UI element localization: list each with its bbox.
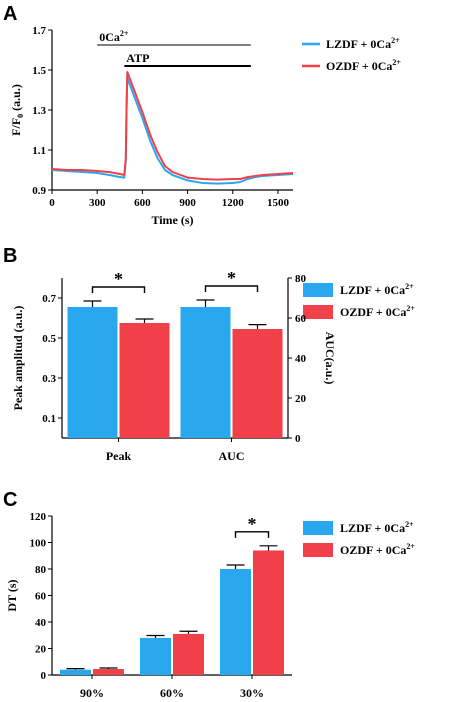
c-bar (140, 637, 171, 675)
c-y-tick-label: 20 (35, 644, 47, 656)
b-legend-label: LZDF + 0Ca2+ (340, 282, 414, 297)
a-y-tick-label: 1.3 (32, 105, 46, 117)
a-y-tick-label: 1.1 (32, 145, 46, 157)
b-significance-star: * (114, 269, 123, 289)
c-legend-swatch (303, 521, 333, 535)
b-significance-star: * (227, 268, 236, 288)
b-y-tick-label: 0.7 (42, 293, 56, 305)
a-annotation-label: 0Ca2+ (99, 29, 129, 44)
c-category-label: 90% (80, 686, 104, 700)
a-x-tick-label: 1200 (222, 197, 245, 209)
a-y-axis-label: F/F0 (a.u.) (9, 84, 25, 136)
b-significance-bracket (91, 286, 146, 293)
a-x-axis-label: Time (s) (151, 213, 193, 227)
b-right-y-tick-label: 80 (295, 273, 307, 285)
a-x-tick-label: 1500 (267, 197, 290, 209)
a-legend-label: OZDF + 0Ca2+ (326, 58, 401, 73)
b-y-tick-label: 0.1 (42, 413, 56, 425)
c-bar (173, 633, 204, 675)
c-bar (253, 550, 284, 675)
b-bar (180, 307, 231, 438)
c-bar (220, 569, 251, 675)
b-category-label: AUC (219, 449, 245, 463)
c-y-axis-label: DT (s) (5, 579, 19, 611)
a-x-tick-label: 0 (49, 197, 55, 209)
panel-letter-b: B (3, 245, 17, 267)
a-y-tick-label: 1.5 (32, 65, 46, 77)
b-legend-swatch (303, 305, 333, 319)
a-y-tick-label: 0.9 (32, 185, 46, 197)
b-bar (232, 329, 283, 438)
b-category-label: Peak (106, 449, 132, 463)
panel-a-line-chart: 0.9 1.1 1.3 1.5 1.7 0 300 600 900 1200 1500 Time (s… (9, 25, 401, 227)
b-right-y-axis-label: AUC(a.u.) (323, 332, 337, 385)
b-left-y-axis-label: Peak amplitud (a.u.) (11, 306, 25, 411)
c-significance-star: * (248, 514, 257, 534)
b-bar (67, 307, 118, 438)
panel-c-bar-chart: 0 20 40 60 80 100 120 90% 60% 30% * LZDF + 0Ca2+ OZD… (5, 511, 415, 700)
b-right-y-tick-label: 20 (295, 393, 307, 405)
b-significance-bracket (204, 285, 259, 292)
panel-letter-c: C (3, 489, 17, 511)
panel-letter-a: A (3, 3, 17, 25)
b-right-y-tick-label: 40 (295, 353, 307, 365)
c-bar (93, 669, 124, 675)
b-legend-label: OZDF + 0Ca2+ (340, 304, 415, 319)
b-legend-swatch (303, 283, 333, 297)
a-annotation-label: ATP (126, 51, 149, 65)
b-right-y-tick-label: 60 (295, 313, 307, 325)
c-legend-label: LZDF + 0Ca2+ (340, 520, 414, 535)
b-right-y-tick-label: 0 (295, 433, 301, 445)
a-legend-label: LZDF + 0Ca2+ (326, 36, 400, 51)
c-legend-swatch (303, 543, 333, 557)
b-y-tick-label: 0.3 (42, 373, 56, 385)
a-series-line (51, 71, 294, 181)
c-category-label: 30% (240, 686, 264, 700)
c-legend-label: OZDF + 0Ca2+ (340, 542, 415, 557)
a-series-line (51, 77, 294, 185)
c-category-label: 60% (160, 686, 184, 700)
c-y-tick-label: 80 (35, 564, 47, 576)
c-y-tick-label: 100 (30, 538, 47, 550)
a-x-tick-label: 600 (134, 197, 151, 209)
b-y-tick-label: 0.5 (42, 333, 56, 345)
a-y-tick-label: 1.7 (32, 25, 46, 37)
panel-b-bar-chart: 0.1 0.3 0.5 0.7 Peak AUC * * LZDF + 0Ca2+ OZDF + … (11, 268, 415, 463)
c-y-tick-label: 40 (35, 617, 47, 629)
c-significance-bracket (234, 531, 270, 538)
c-y-tick-label: 120 (30, 511, 47, 523)
a-x-tick-label: 900 (179, 197, 196, 209)
b-bar (119, 323, 170, 438)
a-x-tick-label: 300 (89, 197, 106, 209)
c-y-tick-label: 60 (35, 591, 47, 603)
c-bar (60, 669, 91, 675)
c-y-tick-label: 0 (41, 670, 47, 682)
